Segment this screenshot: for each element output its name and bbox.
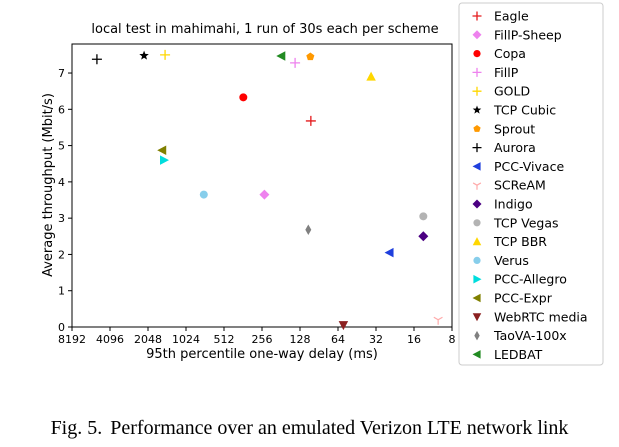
legend-label-tcp-vegas: TCP Vegas [493,215,559,230]
chart-title: local test in mahimahi, 1 run of 30s eac… [91,22,438,37]
data-point-tcp-cubic [139,50,149,60]
legend-label-copa: Copa [494,46,526,61]
figure-caption: Fig. 5. Performance over an emulated Veri… [0,417,619,440]
legend-marker-pcc-vivace [472,162,481,171]
legend-marker-copa [473,50,481,58]
legend [458,2,604,366]
legend-marker-tcp-vegas [473,219,481,227]
data-point-ledbat [276,51,286,61]
legend-items: Eagle FillP-Sheep Copa FillP GOLD TCP Cubic Sp… [472,9,588,362]
legend-label-tcp-bbr: TCP BBR [493,234,547,249]
data-points [91,49,443,331]
data-point-taova-100x [305,224,312,236]
data-point-scream [433,316,443,325]
x-tick-label: 128 [290,333,311,346]
data-point-gold [160,49,171,60]
data-point-eagle [305,115,316,126]
data-point-pcc-vivace [384,247,394,258]
y-tick-label: 3 [58,212,65,225]
data-point-pcc-expr [157,145,167,156]
legend-marker-tcp-bbr [472,237,482,246]
data-point-fillp [290,57,301,68]
legend-label-ledbat: LEDBAT [494,347,543,362]
plot-area-frame [71,43,453,328]
legend-marker-webrtc-media [472,313,482,322]
x-tick-label: 4096 [96,333,124,346]
legend-label-pcc-vivace: PCC-Vivace [494,159,564,174]
legend-label-verus: Verus [494,253,529,268]
x-axis-label: 95th percentile one-way delay (ms) [146,347,378,362]
legend-marker-tcp-cubic [472,105,482,114]
y-tick-label: 2 [58,248,65,261]
x-tick-label: 64 [331,333,345,346]
data-point-pcc-allegro [159,155,169,165]
legend-label-webrtc-media: WebRTC media [494,309,588,324]
x-tick-label: 2048 [134,333,162,346]
y-tick-label: 4 [58,176,65,189]
y-tick-label: 1 [58,285,65,298]
y-tick-label: 0 [58,321,65,334]
data-point-indigo [418,231,429,242]
x-tick-label: 8192 [58,333,86,346]
legend-label-fillp: FillP [494,65,519,80]
data-point-webrtc-media [338,321,349,331]
legend-marker-pcc-allegro [473,274,482,284]
legend-label-tcp-cubic: TCP Cubic [493,103,556,118]
legend-marker-indigo [472,199,482,209]
data-point-copa [239,93,248,102]
data-point-tcp-bbr [366,71,376,81]
legend-label-pcc-expr: PCC-Expr [494,291,553,306]
legend-marker-pcc-expr [472,293,481,303]
legend-label-eagle: Eagle [494,9,529,24]
caption-label: Fig. 5. [50,417,103,439]
legend-marker-eagle [472,11,482,21]
y-tick-label: 5 [58,140,65,153]
legend-marker-taova-100x [474,330,480,341]
data-point-sprout [306,52,315,61]
legend-marker-fillp-sheep [472,30,482,40]
data-point-verus [199,190,208,199]
y-tick-label: 6 [58,103,65,116]
legend-label-gold: GOLD [494,84,530,99]
legend-label-pcc-allegro: PCC-Allegro [494,272,567,287]
legend-marker-aurora [472,143,482,153]
x-axis: 8192 4096 2048 1024 512 256 128 64 32 16 8 [58,327,456,346]
x-tick-label: 8 [449,333,456,346]
y-tick-label: 7 [58,67,65,80]
x-tick-label: 16 [407,333,421,346]
legend-label-aurora: Aurora [494,140,536,155]
legend-marker-sprout [473,124,481,132]
legend-marker-fillp [472,67,482,77]
legend-label-sprout: Sprout [494,121,535,136]
legend-label-indigo: Indigo [494,197,533,212]
data-point-aurora [91,54,102,65]
caption-text: Performance over an emulated Verizon LTE… [110,417,569,439]
legend-marker-verus [473,256,481,264]
y-axis: 0 1 2 3 4 5 6 7 [58,67,72,334]
x-tick-label: 512 [214,333,235,346]
legend-marker-scream [472,182,482,190]
legend-label-fillp-sheep: FillP-Sheep [494,27,562,42]
legend-marker-gold [472,86,482,96]
legend-marker-ledbat [472,350,481,359]
data-point-tcp-vegas [419,212,428,221]
x-tick-label: 256 [252,333,273,346]
y-axis-label: Average throughput (Mbit/s) [41,93,56,277]
x-tick-label: 1024 [172,333,200,346]
data-point-fillp-sheep [259,189,270,200]
legend-label-scream: SCReAM [494,178,546,193]
x-tick-label: 32 [369,333,383,346]
legend-label-taova-100x: TaoVA-100x [493,328,567,343]
